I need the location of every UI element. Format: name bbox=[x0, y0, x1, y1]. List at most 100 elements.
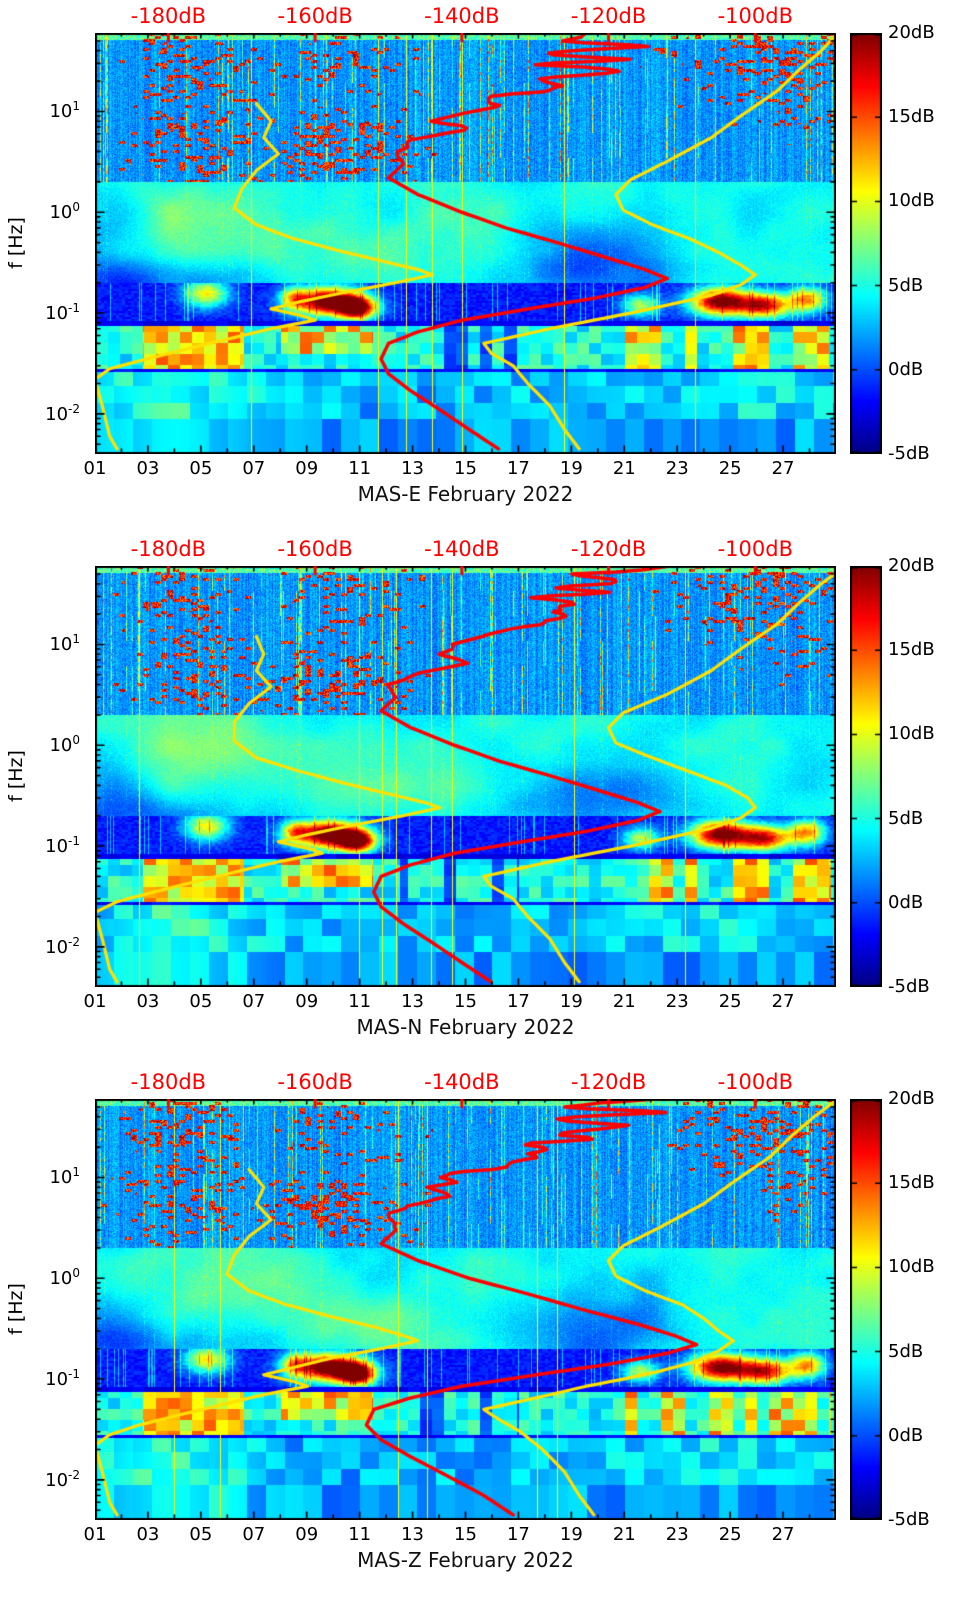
top-axis-tick-label: -120dB bbox=[570, 4, 647, 28]
x-tick-label: 27 bbox=[771, 1524, 795, 1545]
colorbar-canvas bbox=[850, 1099, 882, 1520]
x-tick-label: 15 bbox=[454, 1524, 477, 1545]
colorbar-tick-label: 0dB bbox=[888, 1424, 924, 1446]
colorbar-tick-label: 15dB bbox=[888, 106, 935, 128]
y-tick-label: 10-1 bbox=[45, 834, 80, 858]
x-tick-labels: 01 03 05 07 09 11 13 15 17 19 21 23 25 27 bbox=[84, 458, 836, 482]
colorbar-tick-label: -5dB bbox=[888, 976, 930, 997]
y-tick-label: 10-2 bbox=[45, 934, 80, 958]
x-tick-label: 23 bbox=[665, 991, 689, 1012]
colorbar-tick-label: 15dB bbox=[888, 1172, 935, 1194]
top-axis-tick-label: -100dB bbox=[717, 4, 793, 28]
top-axis-tick-label: -160dB bbox=[277, 1070, 353, 1094]
top-axis-tick-label: -100dB bbox=[717, 1070, 793, 1094]
x-tick-label: 13 bbox=[401, 991, 425, 1012]
y-tick-label: 101 bbox=[49, 1165, 80, 1189]
colorbar-tick-label: 10dB bbox=[888, 1256, 935, 1278]
y-tick-label: 100 bbox=[49, 733, 80, 757]
x-tick-label: 07 bbox=[242, 1524, 266, 1545]
x-tick-label: 17 bbox=[506, 1524, 530, 1545]
x-tick-label: 13 bbox=[401, 458, 425, 479]
x-tick-label: 01 bbox=[83, 458, 107, 479]
colorbar-tick-labels: 20dB 15dB 10dB 5dB 0dB -5dB bbox=[888, 1088, 962, 1530]
spectrogram-panel-mas-n: -180dB -160dB -140dB -120dB -100dB f [Hz] 10… bbox=[0, 533, 962, 1066]
spectrogram-panel-mas-z: -180dB -160dB -140dB -120dB -100dB f [Hz] 10… bbox=[0, 1066, 962, 1599]
x-tick-label: 21 bbox=[612, 991, 636, 1012]
colorbar-tick-label: 10dB bbox=[888, 190, 935, 212]
top-axis-tick-label: -120dB bbox=[570, 1070, 647, 1094]
top-db-axis: -180dB -160dB -140dB -120dB -100dB bbox=[95, 533, 836, 566]
x-tick-label: 21 bbox=[612, 458, 636, 479]
y-tick-label: 101 bbox=[49, 632, 80, 656]
x-tick-label: 09 bbox=[295, 991, 319, 1012]
top-axis-tick-label: -120dB bbox=[570, 537, 647, 561]
panel-title: MAS-N February 2022 bbox=[356, 1015, 575, 1039]
top-axis-tick-label: -140dB bbox=[424, 1070, 500, 1094]
y-tick-label: 10-2 bbox=[45, 1467, 80, 1491]
colorbar-tick-label: 5dB bbox=[888, 1340, 924, 1362]
x-tick-labels: 01 03 05 07 09 11 13 15 17 19 21 23 25 27 bbox=[84, 991, 836, 1015]
x-tick-label: 19 bbox=[559, 458, 583, 479]
x-tick-label: 23 bbox=[665, 1524, 689, 1545]
x-tick-label: 21 bbox=[612, 1524, 636, 1545]
top-db-axis: -180dB -160dB -140dB -120dB -100dB bbox=[95, 1066, 836, 1099]
x-tick-label: 03 bbox=[136, 991, 160, 1012]
x-tick-label: 03 bbox=[136, 1524, 160, 1545]
x-tick-label: 27 bbox=[771, 991, 795, 1012]
colorbar-tick-label: 0dB bbox=[888, 891, 924, 913]
y-tick-labels: 101 100 10-1 10-2 bbox=[0, 1099, 88, 1520]
colorbar-tick-label: -5dB bbox=[888, 443, 930, 464]
x-tick-label: 07 bbox=[242, 991, 266, 1012]
x-tick-label: 07 bbox=[242, 458, 266, 479]
x-tick-label: 05 bbox=[189, 458, 213, 479]
top-axis-tick-label: -140dB bbox=[424, 4, 500, 28]
colorbar-tick-label: 20dB bbox=[888, 22, 935, 43]
colorbar-tick-labels: 20dB 15dB 10dB 5dB 0dB -5dB bbox=[888, 555, 962, 997]
y-tick-label: 100 bbox=[49, 1266, 80, 1290]
top-axis-tick-label: -180dB bbox=[130, 1070, 207, 1094]
colorbar-tick-label: -5dB bbox=[888, 1509, 930, 1530]
y-tick-label: 10-1 bbox=[45, 1367, 80, 1391]
top-axis-tick-label: -160dB bbox=[277, 537, 353, 561]
top-axis-tick-label: -100dB bbox=[717, 537, 793, 561]
colorbar-tick-label: 10dB bbox=[888, 723, 935, 745]
panel-title: MAS-E February 2022 bbox=[357, 482, 574, 506]
y-tick-labels: 101 100 10-1 10-2 bbox=[0, 33, 88, 454]
colorbar-tick-label: 0dB bbox=[888, 358, 924, 380]
colorbar-tick-label: 20dB bbox=[888, 555, 935, 576]
x-tick-label: 01 bbox=[83, 991, 107, 1012]
colorbar-tick-label: 20dB bbox=[888, 1088, 935, 1109]
top-axis-tick-label: -160dB bbox=[277, 4, 353, 28]
top-axis-tick-label: -180dB bbox=[130, 4, 207, 28]
x-tick-label: 11 bbox=[348, 991, 372, 1012]
x-tick-label: 23 bbox=[665, 458, 689, 479]
x-tick-label: 27 bbox=[771, 458, 795, 479]
x-tick-label: 11 bbox=[348, 1524, 372, 1545]
colorbar-tick-labels: 20dB 15dB 10dB 5dB 0dB -5dB bbox=[888, 22, 962, 464]
y-tick-label: 10-2 bbox=[45, 401, 80, 425]
top-axis-tick-label: -180dB bbox=[130, 537, 207, 561]
x-tick-label: 25 bbox=[718, 458, 742, 479]
x-tick-label: 11 bbox=[348, 458, 372, 479]
x-tick-labels: 01 03 05 07 09 11 13 15 17 19 21 23 25 27 bbox=[84, 1524, 836, 1548]
x-tick-label: 09 bbox=[295, 1524, 319, 1545]
x-tick-label: 25 bbox=[718, 1524, 742, 1545]
colorbar-tick-label: 5dB bbox=[888, 807, 924, 829]
x-tick-label: 17 bbox=[506, 991, 530, 1012]
spectrogram-canvas bbox=[95, 1099, 836, 1520]
x-tick-label: 25 bbox=[718, 991, 742, 1012]
spectrogram-panel-mas-e: -180dB -160dB -140dB -120dB -100dB f [Hz] 10… bbox=[0, 0, 962, 533]
spectrogram-canvas bbox=[95, 566, 836, 987]
y-tick-label: 101 bbox=[49, 99, 80, 123]
x-tick-label: 19 bbox=[559, 1524, 583, 1545]
y-tick-label: 10-1 bbox=[45, 301, 80, 325]
x-tick-label: 05 bbox=[189, 991, 213, 1012]
x-tick-label: 01 bbox=[83, 1524, 107, 1545]
top-axis-tick-label: -140dB bbox=[424, 537, 500, 561]
x-tick-label: 13 bbox=[401, 1524, 425, 1545]
x-tick-label: 15 bbox=[454, 991, 477, 1012]
y-tick-labels: 101 100 10-1 10-2 bbox=[0, 566, 88, 987]
colorbar-canvas bbox=[850, 33, 882, 454]
colorbar-canvas bbox=[850, 566, 882, 987]
